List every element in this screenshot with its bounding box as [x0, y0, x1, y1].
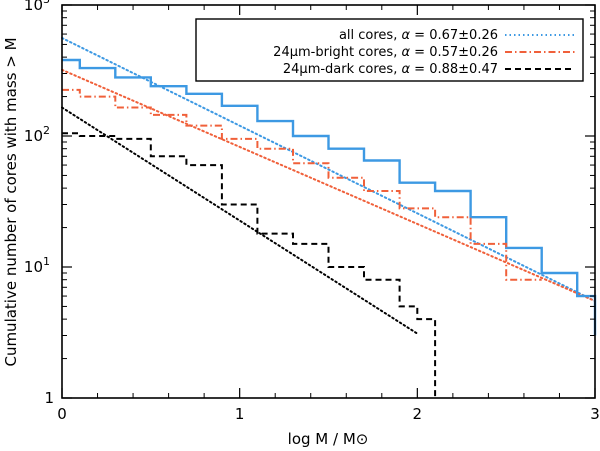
series-layer — [61, 36, 597, 398]
legend-text-all: all cores, α = 0.67±0.26 — [339, 28, 498, 43]
step-line-all — [62, 58, 597, 336]
legend-text-dark: 24µm-dark cores, α = 0.88±0.47 — [283, 62, 498, 77]
x-tick-label: 1 — [235, 405, 245, 423]
y-tick-label: 1 — [44, 389, 54, 407]
legend-text-bright: 24µm-bright cores, α = 0.57±0.26 — [273, 45, 498, 60]
y-tick-label: 101 — [24, 255, 50, 276]
y-axis-title: Cumulative number of cores with mass > M — [2, 37, 20, 366]
plot-frame — [61, 4, 596, 399]
plot-area: 01231101102103 — [24, 0, 600, 423]
step-line-dark — [62, 132, 437, 398]
legend-box — [195, 18, 584, 82]
y-tick-label: 103 — [24, 0, 50, 14]
ticks-layer: 01231101102103 — [24, 0, 600, 423]
fit-line-dark — [61, 106, 419, 335]
x-tick-label: 3 — [590, 405, 600, 423]
y-tick-label: 102 — [24, 124, 50, 145]
step-line-bright — [62, 88, 542, 281]
x-tick-label: 0 — [57, 405, 67, 423]
x-tick-label: 2 — [413, 405, 423, 423]
x-axis-title: log M / M⊙ — [288, 430, 369, 448]
legend: all cores, α = 0.67±0.26 24µm-bright cor… — [195, 18, 584, 82]
